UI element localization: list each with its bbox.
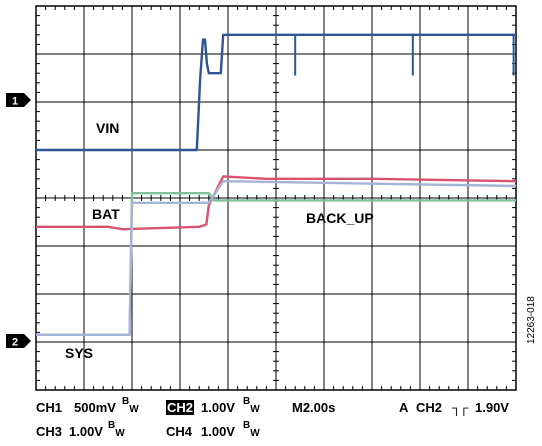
trigger-mode: A: [399, 400, 409, 415]
ch1-bw-limit-icon: BW: [122, 396, 139, 415]
ch1-scale: 500mV: [74, 400, 116, 415]
trace-label-vin: VIN: [96, 120, 119, 136]
scope-grid: [35, 5, 517, 391]
trace-label-sys: SYS: [65, 345, 93, 361]
ch2-scale: 1.00V: [201, 400, 235, 415]
ch2-bw-limit-icon: BW: [243, 396, 260, 415]
timebase: M2.00s: [292, 400, 336, 415]
ch2-label-selected: CH2: [166, 400, 195, 415]
ch4-label: CH4: [166, 424, 193, 439]
trace-sys: [36, 180, 517, 336]
trigger-channel: CH2: [416, 400, 443, 415]
trace-label-back-up: BACK_UP: [306, 210, 374, 226]
figure-id: 12263-018: [526, 296, 537, 344]
trace-bat: [36, 175, 517, 231]
trigger-level: 1.90V: [475, 400, 509, 415]
channel-1-marker-label: 1: [12, 96, 18, 108]
ch1-label: CH1: [36, 400, 63, 415]
channel-2-marker-label: 2: [12, 337, 18, 349]
channel-1-marker: 1: [6, 93, 31, 108]
trace-group: [36, 33, 517, 336]
ch4-scale: 1.00V: [201, 424, 235, 439]
channel-2-marker: 2: [6, 334, 31, 349]
ch3-label: CH3: [36, 424, 63, 439]
trigger-edge-icon: ┐┌: [452, 400, 468, 415]
ch3-bw-limit-icon: BW: [108, 420, 125, 439]
trace-vin: [36, 33, 516, 152]
ch4-bw-limit-icon: BW: [243, 420, 260, 439]
ch3-scale: 1.00V: [69, 424, 103, 439]
trace-label-bat: BAT: [92, 206, 120, 222]
